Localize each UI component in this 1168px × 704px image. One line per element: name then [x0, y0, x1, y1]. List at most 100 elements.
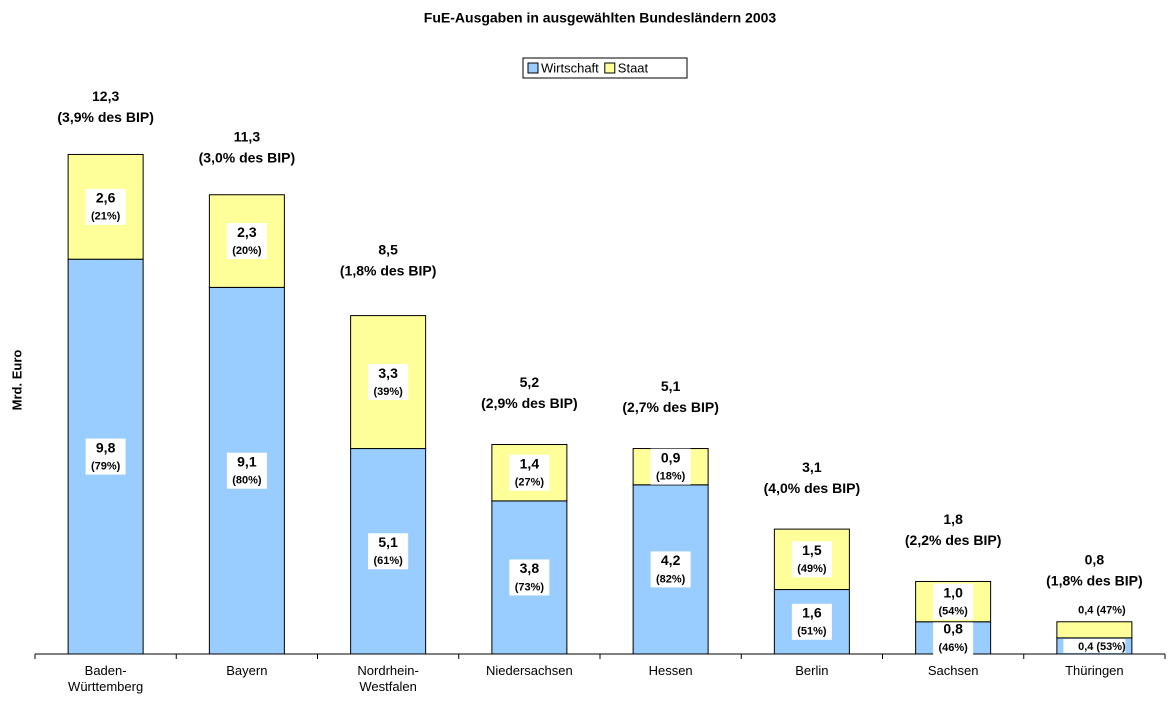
segment-label: 1,6 (51%)	[791, 603, 832, 640]
total-label: 12,3	[92, 88, 119, 104]
total-label: 1,8	[943, 511, 963, 527]
segment-label: 3,3 (39%)	[368, 364, 409, 401]
x-tick-label-line: Württemberg	[68, 679, 143, 694]
label-box	[368, 364, 409, 401]
label-box	[933, 619, 974, 656]
label-box	[650, 551, 691, 588]
segment-share-label: (54%)	[938, 606, 968, 618]
segment-label: 9,8 (79%)	[85, 438, 126, 475]
label-box	[791, 541, 832, 578]
segment-value-label: 3,8	[520, 560, 540, 576]
x-tick-label: Baden-Württemberg	[68, 663, 143, 694]
label-box	[650, 448, 691, 485]
segment-label: 2,6 (21%)	[85, 188, 126, 225]
label-box	[509, 559, 550, 596]
segment-value-label: 9,8	[96, 439, 116, 455]
x-tick-label: Thüringen	[1065, 663, 1124, 678]
segment-share-label: (46%)	[938, 642, 968, 654]
segment-label: 2,3 (20%)	[226, 223, 267, 260]
total-label: 5,1	[661, 378, 681, 394]
segment-share-label: (27%)	[515, 477, 545, 489]
total-bip-label: (4,0% des BIP)	[764, 480, 860, 496]
legend-label: Staat	[618, 60, 649, 75]
x-tick-label: Berlin	[795, 663, 828, 678]
segment-share-label: (39%)	[373, 386, 403, 398]
segment-value-label: 1,0	[943, 584, 963, 600]
total-label: 8,5	[378, 241, 398, 257]
total-label: 0,8	[1085, 551, 1105, 567]
segment-share-label: (61%)	[373, 555, 403, 567]
segment-value-label: 4,2	[661, 552, 681, 568]
segment-label: 0,4 (47%)	[1063, 602, 1126, 617]
segment-value-label: 5,1	[378, 534, 398, 550]
segment-share-label: (49%)	[797, 563, 827, 575]
label-box	[1063, 638, 1126, 653]
segment-value-label: 0,4	[1078, 641, 1094, 653]
label-box	[226, 223, 267, 260]
x-tick-label-line: Westfalen	[359, 679, 417, 694]
total-bip-label: (2,7% des BIP)	[622, 399, 718, 415]
total-bip-label: (1,8% des BIP)	[340, 262, 436, 278]
segment-share-label: (47%)	[1096, 605, 1126, 617]
segment-label: 0,8 (46%)	[933, 619, 974, 656]
segment-share-label: (20%)	[232, 245, 262, 257]
x-tick-label-line: Hessen	[649, 663, 693, 678]
x-tick-label-line: Berlin	[795, 663, 828, 678]
y-axis-label: Mrd. Euro	[9, 350, 24, 411]
segment-share-label: (79%)	[91, 461, 121, 473]
segment-share-label: (53%)	[1096, 641, 1126, 653]
segment-value-label: 0,9	[661, 449, 681, 465]
total-bip-label: (1,8% des BIP)	[1046, 572, 1142, 588]
label-box	[1063, 602, 1126, 617]
x-tick-label: Hessen	[649, 663, 693, 678]
segment-share-label: (73%)	[515, 581, 545, 593]
x-tick-label-line: Nordrhein-	[357, 663, 418, 678]
segment-label: 5,1 (61%)	[368, 533, 409, 570]
x-tick-label-line: Sachsen	[928, 663, 979, 678]
total-bip-label: (3,9% des BIP)	[57, 109, 153, 125]
legend-swatch	[527, 62, 539, 74]
segment-label: 0,9 (18%)	[650, 448, 691, 485]
segment-share-label: (51%)	[797, 626, 827, 638]
segment-label: 4,2 (82%)	[650, 551, 691, 588]
segment-value-label: 0,4	[1078, 605, 1094, 617]
x-tick-label-line: Baden-	[85, 663, 127, 678]
label-box	[509, 454, 550, 491]
segment-label: 9,1 (80%)	[226, 452, 267, 489]
bar-segment	[491, 444, 568, 502]
bar-segment	[1056, 621, 1133, 639]
segment-label: 1,5 (49%)	[791, 541, 832, 578]
x-tick-label: Bayern	[226, 663, 267, 678]
segment-share-label: (80%)	[232, 475, 262, 487]
segment-value-label: 9,1	[237, 453, 257, 469]
label-box	[791, 603, 832, 640]
x-tick-label-line: Bayern	[226, 663, 267, 678]
segment-share-label: (18%)	[656, 471, 686, 483]
x-tick-label: Sachsen	[928, 663, 979, 678]
segment-value-label: 1,6	[802, 604, 822, 620]
x-tick-label-line: Niedersachsen	[486, 663, 573, 678]
total-bip-label: (2,9% des BIP)	[481, 395, 577, 411]
legend: Wirtschaft Staat	[522, 57, 688, 79]
segment-share-label: (82%)	[656, 573, 686, 585]
label-box	[226, 452, 267, 489]
label-box	[85, 438, 126, 475]
segment-share-label: (21%)	[91, 211, 121, 223]
x-tick-label: Niedersachsen	[486, 663, 573, 678]
total-bip-label: (2,2% des BIP)	[905, 532, 1001, 548]
segment-label: 1,4 (27%)	[509, 454, 550, 491]
legend-swatch	[604, 62, 616, 74]
segment-label: 0,4 (53%)	[1063, 638, 1126, 653]
label-box	[85, 188, 126, 225]
total-label: 3,1	[802, 459, 822, 475]
segment-value-label: 3,3	[378, 365, 398, 381]
legend-label: Wirtschaft	[541, 60, 599, 75]
label-box	[933, 583, 974, 620]
label-box	[368, 533, 409, 570]
segment-value-label: 2,3	[237, 224, 257, 240]
segment-value-label: 1,4	[520, 455, 540, 471]
segment-value-label: 2,6	[96, 190, 116, 206]
x-tick-label-line: Thüringen	[1065, 663, 1124, 678]
total-label: 5,2	[520, 374, 540, 390]
